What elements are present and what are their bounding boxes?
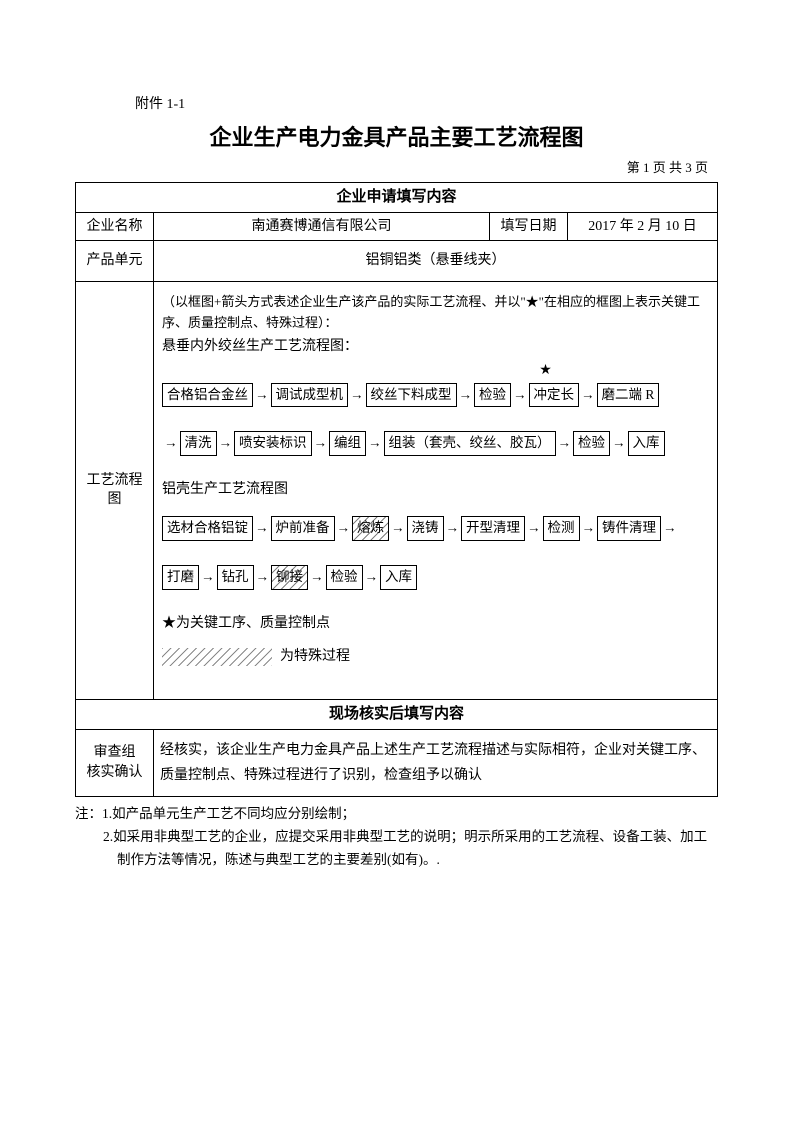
flow-box: 入库 <box>380 565 417 590</box>
flow-line-4: 打磨→钻孔→铆接→检验→入库 <box>162 565 709 590</box>
arrow-icon: → <box>348 386 366 405</box>
section-header-verify: 现场核实后填写内容 <box>76 699 718 729</box>
flow-box: 检验 <box>573 431 610 456</box>
arrow-icon: → <box>335 519 353 538</box>
product-unit-value: 铝铜铝类（悬垂线夹） <box>154 241 718 282</box>
flow-box: 入库 <box>628 431 665 456</box>
legend-hatch-text: 为特殊过程 <box>280 649 350 664</box>
arrow-icon: → <box>556 434 574 453</box>
flow-subtitle-1: 悬垂内外绞丝生产工艺流程图： <box>162 337 709 357</box>
arrow-icon: → <box>312 434 330 453</box>
flow-line-1: 合格铝合金丝→调试成型机→绞丝下料成型→检验→冲定长→磨二端 R <box>162 383 709 408</box>
flow-box: 开型清理 <box>461 516 525 541</box>
legend-hatch-row: 为特殊过程 <box>162 647 709 667</box>
note-line-2: 2.如采用非典型工艺的企业，应提交采用非典型工艺的说明；明示所采用的工艺流程、设… <box>75 826 718 872</box>
arrow-icon: → <box>511 386 529 405</box>
flow-box: 铸件清理 <box>597 516 661 541</box>
flow-line-2: →清洗→喷安装标识→编组→组装（套壳、绞丝、胶瓦）→检验→入库 <box>162 431 709 456</box>
flow-box: 打磨 <box>162 565 199 590</box>
flow-box: 调试成型机 <box>271 383 349 408</box>
label-company-name: 企业名称 <box>76 212 154 241</box>
arrow-icon: → <box>579 386 597 405</box>
arrow-icon: → <box>444 519 462 538</box>
hatch-sample <box>162 648 272 666</box>
flow-box: 组装（套壳、绞丝、胶瓦） <box>384 431 556 456</box>
arrow-icon: → <box>457 386 475 405</box>
note-line-1: 注：1.如产品单元生产工艺不同均应分别绘制； <box>75 803 718 826</box>
arrow-icon: → <box>162 434 180 453</box>
arrow-icon: → <box>610 434 628 453</box>
flow-box: 浇铸 <box>407 516 444 541</box>
arrow-icon: → <box>661 519 677 538</box>
flow-box: 磨二端 R <box>597 383 660 408</box>
flow-box: 钻孔 <box>217 565 254 590</box>
flow-box: 检验 <box>326 565 363 590</box>
section-header-apply: 企业申请填写内容 <box>76 182 718 212</box>
flow-intro: （以框图+箭头方式表述企业生产该产品的实际工艺流程、并以"★"在相应的框图上表示… <box>162 292 709 334</box>
label-product-unit: 产品单元 <box>76 241 154 282</box>
flow-box: 检测 <box>543 516 580 541</box>
page-title: 企业生产电力金具产品主要工艺流程图 <box>75 123 718 154</box>
flow-box: 冲定长 <box>529 383 580 408</box>
arrow-icon: → <box>254 568 272 587</box>
attachment-label: 附件 1-1 <box>135 95 718 115</box>
arrow-icon: → <box>389 519 407 538</box>
flow-box: 选材合格铝锭 <box>162 516 253 541</box>
arrow-icon: → <box>580 519 598 538</box>
notes: 注：1.如产品单元生产工艺不同均应分别绘制； 2.如采用非典型工艺的企业，应提交… <box>75 803 718 872</box>
label-review-confirm: 审查组 核实确认 <box>76 729 154 796</box>
arrow-icon: → <box>525 519 543 538</box>
legend-star: ★为关键工序、质量控制点 <box>162 614 709 634</box>
flow-box: 炉前准备 <box>271 516 335 541</box>
flow-line-3: 选材合格铝锭→炉前准备→熔炼→浇铸→开型清理→检测→铸件清理→ <box>162 516 709 541</box>
arrow-icon: → <box>253 386 271 405</box>
page-number: 第 1 页 共 3 页 <box>75 159 718 177</box>
flow-diagram-cell: （以框图+箭头方式表述企业生产该产品的实际工艺流程、并以"★"在相应的框图上表示… <box>154 281 718 699</box>
flow-box: 铆接 <box>271 565 308 590</box>
arrow-icon: → <box>308 568 326 587</box>
flow-box: 绞丝下料成型 <box>366 383 457 408</box>
arrow-icon: → <box>366 434 384 453</box>
arrow-icon: → <box>363 568 381 587</box>
flow-subtitle-2: 铝壳生产工艺流程图 <box>162 480 709 500</box>
star-marker: ★ <box>162 361 709 381</box>
verify-text: 经核实，该企业生产电力金具产品上述生产工艺流程描述与实际相符，企业对关键工序、质… <box>154 729 718 796</box>
company-name-value: 南通赛博通信有限公司 <box>154 212 490 241</box>
flow-box: 检验 <box>474 383 511 408</box>
flow-box: 合格铝合金丝 <box>162 383 253 408</box>
flow-box: 喷安装标识 <box>234 431 312 456</box>
arrow-icon: → <box>199 568 217 587</box>
fill-date-value: 2017 年 2 月 10 日 <box>567 212 717 241</box>
label-flow-diagram: 工艺流程 图 <box>76 281 154 699</box>
arrow-icon: → <box>253 519 271 538</box>
main-table: 企业申请填写内容 企业名称 南通赛博通信有限公司 填写日期 2017 年 2 月… <box>75 182 718 798</box>
arrow-icon: → <box>217 434 235 453</box>
label-fill-date: 填写日期 <box>489 212 567 241</box>
flow-box: 熔炼 <box>352 516 389 541</box>
flow-box: 编组 <box>329 431 366 456</box>
flow-box: 清洗 <box>180 431 217 456</box>
